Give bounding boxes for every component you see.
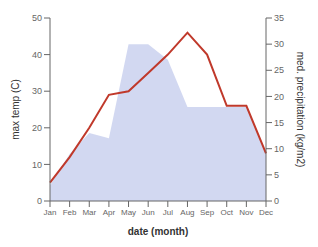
svg-text:10: 10 [32,160,42,170]
svg-text:35: 35 [274,13,284,23]
svg-text:May: May [121,208,136,217]
svg-text:40: 40 [32,50,42,60]
svg-text:Dec: Dec [259,208,273,217]
svg-text:25: 25 [274,65,284,75]
svg-text:Apr: Apr [103,208,116,217]
svg-text:20: 20 [274,92,284,102]
svg-text:Aug: Aug [180,208,194,217]
svg-text:Nov: Nov [239,208,253,217]
svg-text:date (month): date (month) [128,226,189,237]
svg-text:10: 10 [274,144,284,154]
svg-text:Jun: Jun [142,208,155,217]
svg-text:30: 30 [32,86,42,96]
svg-text:0: 0 [274,196,279,206]
svg-text:Sep: Sep [200,208,215,217]
svg-text:med. precipitation (kg/m2): med. precipitation (kg/m2) [295,52,306,168]
svg-text:Jul: Jul [163,208,173,217]
svg-text:Mar: Mar [82,208,96,217]
svg-text:Oct: Oct [221,208,234,217]
svg-text:30: 30 [274,39,284,49]
svg-text:50: 50 [32,13,42,23]
svg-text:0: 0 [37,196,42,206]
svg-text:max temp (C): max temp (C) [10,79,21,140]
svg-text:Feb: Feb [63,208,77,217]
svg-text:15: 15 [274,118,284,128]
svg-text:20: 20 [32,123,42,133]
svg-text:Jan: Jan [44,208,57,217]
svg-text:5: 5 [274,170,279,180]
